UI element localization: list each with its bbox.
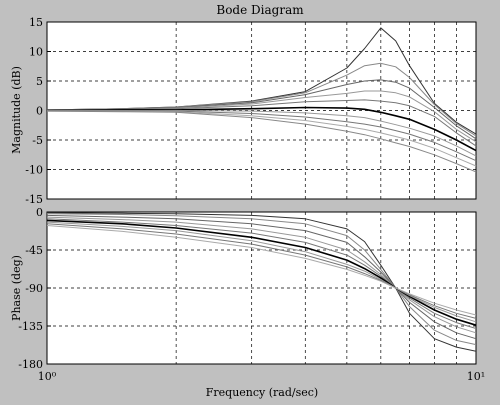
phase-y-tick-label: -180 [18, 358, 43, 371]
phase-series-line-8 [46, 223, 477, 319]
magnitude-y-axis-label: Magnitude (dB) [10, 66, 23, 154]
magnitude-series-line-9 [47, 110, 477, 167]
magnitude-series-line-5 [46, 99, 477, 147]
x-axis-label: Frequency (rad/sec) [206, 386, 318, 399]
phase-series-line-6 [46, 219, 477, 326]
magnitude-series-line-6 [46, 106, 477, 152]
magnitude-series [46, 27, 477, 173]
frequency-x-ticks: 10⁰ 10¹ [38, 370, 485, 383]
phase-y-tick-label: 0 [36, 206, 43, 219]
phase-series-line-5 [46, 218, 477, 329]
magnitude-plot: 15 10 5 0 -5 -10 -15 Magnitude (dB) [10, 16, 477, 206]
phase-series-line-7 [46, 221, 477, 323]
magnitude-y-tick-label: 15 [29, 16, 43, 29]
magnitude-y-tick-label: -15 [25, 193, 43, 206]
magnitude-y-tick-label: -5 [32, 134, 43, 147]
phase-y-axis-label: Phase (deg) [10, 255, 23, 321]
magnitude-y-tick-label: -10 [25, 164, 43, 177]
phase-series [46, 212, 477, 352]
magnitude-series-line-3 [46, 79, 477, 140]
phase-series-line-3 [46, 214, 477, 340]
phase-series-line-4 [46, 216, 477, 334]
x-tick-label: 10¹ [467, 370, 485, 383]
magnitude-y-tick-label: 5 [36, 75, 43, 88]
phase-series-line-1 [46, 212, 477, 352]
phase-plot-area [46, 211, 477, 365]
phase-y-ticks: 0 -45 -90 -135 -180 [18, 206, 51, 371]
phase-plot: 0 -45 -90 -135 -180 Phase (deg) [10, 206, 477, 371]
phase-y-tick-label: -90 [25, 282, 43, 295]
phase-y-tick-label: -135 [18, 320, 43, 333]
magnitude-series-line-8 [47, 110, 477, 162]
magnitude-series-line-4 [46, 90, 477, 143]
phase-y-tick-label: -45 [25, 244, 43, 257]
magnitude-y-tick-label: 10 [29, 46, 43, 59]
phase-series-line-2 [46, 213, 477, 346]
magnitude-series-line-7 [47, 110, 477, 157]
magnitude-y-tick-label: 0 [36, 105, 43, 118]
x-tick-label: 10⁰ [38, 370, 57, 383]
magnitude-series-line-10 [46, 110, 477, 173]
phase-series-line-9 [46, 225, 477, 316]
chart-title: Bode Diagram [216, 3, 304, 17]
